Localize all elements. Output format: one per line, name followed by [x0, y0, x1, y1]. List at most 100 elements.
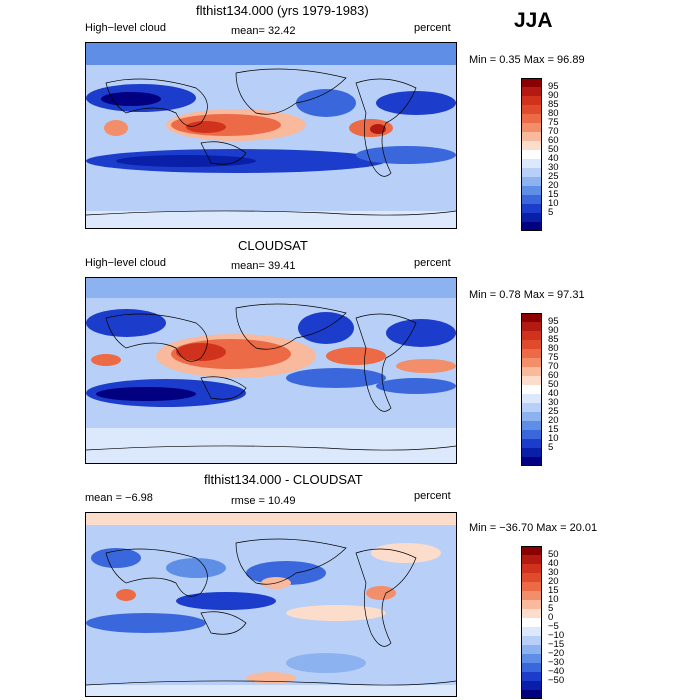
colorbar-tick-label: 5: [548, 442, 554, 453]
colorbar-tick-label: 90: [548, 90, 559, 101]
colorbar-tick-label: 10: [548, 594, 559, 605]
colorbar-swatch: [521, 159, 542, 168]
panel-2-map-field: [86, 278, 456, 463]
colorbar-swatch: [521, 591, 542, 600]
panel-3-mean: mean = −6.98: [85, 492, 153, 504]
panel-2-variable-label: High−level cloud: [85, 257, 167, 269]
colorbar-swatch: [521, 141, 542, 150]
colorbar-swatch: [521, 132, 542, 141]
colorbar-tick-label: 95: [548, 316, 559, 327]
colorbar-tick-label: 40: [548, 153, 559, 164]
colorbar-swatch: [521, 349, 542, 358]
colorbar-swatch: [521, 358, 542, 367]
colorbar-tick-label: 90: [548, 325, 559, 336]
colorbar-tick-label: 5: [548, 603, 554, 614]
panel-3-title: flthist134.000 - CLOUDSAT: [204, 472, 363, 487]
colorbar-tick-label: 20: [548, 576, 559, 587]
colorbar-tick-label: 50: [548, 144, 559, 155]
colorbar-tick-label: 75: [548, 117, 559, 128]
colorbar-tick-label: −50: [548, 675, 565, 686]
colorbar-swatch: [521, 78, 542, 87]
colorbar-swatch: [521, 564, 542, 573]
panel-2-title: CLOUDSAT: [238, 238, 308, 253]
colorbar-swatch: [521, 457, 542, 466]
panel-3-units: percent: [414, 490, 451, 502]
colorbar-tick-label: 50: [548, 549, 559, 560]
colorbar-tick-label: 85: [548, 334, 559, 345]
panel-1-minmax: Min = 0.35 Max = 96.89: [469, 54, 585, 66]
colorbar-tick-label: −30: [548, 657, 565, 668]
colorbar-tick-label: 50: [548, 379, 559, 390]
colorbar-tick-label: 15: [548, 189, 559, 200]
colorbar-tick-label: 40: [548, 558, 559, 569]
colorbar-swatch: [521, 636, 542, 645]
panel-3-map-field: [86, 513, 456, 696]
colorbar-swatch: [521, 609, 542, 618]
colorbar-tick-label: 25: [548, 406, 559, 417]
colorbar-tick-label: −20: [548, 648, 565, 659]
colorbar-swatch: [521, 331, 542, 340]
colorbar-tick-label: 15: [548, 424, 559, 435]
colorbar-tick-label: 60: [548, 370, 559, 381]
colorbar-swatch: [521, 421, 542, 430]
colorbar-swatch: [521, 123, 542, 132]
colorbar-tick-label: 30: [548, 397, 559, 408]
panel-3-map: [85, 512, 457, 697]
colorbar-tick-label: −10: [548, 630, 565, 641]
colorbar-tick-label: −5: [548, 621, 559, 632]
colorbar-swatch: [521, 367, 542, 376]
colorbar-swatch: [521, 114, 542, 123]
colorbar-swatch: [521, 573, 542, 582]
panel-2-minmax: Min = 0.78 Max = 97.31: [469, 289, 585, 301]
colorbar-swatch: [521, 582, 542, 591]
colorbar-tick-label: 80: [548, 343, 559, 354]
colorbar-swatch: [521, 394, 542, 403]
colorbar-tick-label: 0: [548, 612, 554, 623]
colorbar-tick-label: 75: [548, 352, 559, 363]
colorbar-swatch: [521, 222, 542, 231]
panel-1-map: [85, 42, 457, 229]
colorbar-swatch: [521, 555, 542, 564]
panel-1-mean: mean= 32.42: [231, 25, 296, 37]
colorbar-tick-label: 70: [548, 361, 559, 372]
colorbar-swatch: [521, 600, 542, 609]
colorbar-swatch: [521, 177, 542, 186]
colorbar-swatch: [521, 690, 542, 699]
colorbar-tick-label: 30: [548, 567, 559, 578]
colorbar-swatch: [521, 546, 542, 555]
panel-3-minmax: Min = −36.70 Max = 20.01: [469, 522, 598, 534]
colorbar-tick-label: 20: [548, 180, 559, 191]
colorbar-tick-label: 95: [548, 81, 559, 92]
colorbar-swatch: [521, 385, 542, 394]
colorbar-swatch: [521, 672, 542, 681]
colorbar-swatch: [521, 213, 542, 222]
colorbar-swatch: [521, 403, 542, 412]
colorbar-tick-label: 10: [548, 433, 559, 444]
colorbar-swatch: [521, 186, 542, 195]
colorbar-swatch: [521, 645, 542, 654]
colorbar-tick-label: 10: [548, 198, 559, 209]
panel-1-title: flthist134.000 (yrs 1979-1983): [196, 3, 369, 18]
colorbar-swatch: [521, 313, 542, 322]
colorbar-tick-label: 30: [548, 162, 559, 173]
colorbar-swatch: [521, 340, 542, 349]
colorbar-swatch: [521, 204, 542, 213]
colorbar-swatch: [521, 150, 542, 159]
colorbar-tick-label: −15: [548, 639, 565, 650]
panel-1-map-field: [86, 43, 456, 228]
colorbar-tick-label: 80: [548, 108, 559, 119]
season-label: JJA: [514, 9, 553, 32]
colorbar-swatch: [521, 448, 542, 457]
panel-1-variable-label: High−level cloud: [85, 22, 167, 34]
colorbar-swatch: [521, 663, 542, 672]
colorbar-tick-label: 70: [548, 126, 559, 137]
panel-3-rmse: rmse = 10.49: [231, 495, 296, 507]
colorbar-swatch: [521, 322, 542, 331]
colorbar-tick-label: 25: [548, 171, 559, 182]
colorbar-swatch: [521, 654, 542, 663]
colorbar-swatch: [521, 439, 542, 448]
colorbar-tick-label: 15: [548, 585, 559, 596]
colorbar-swatch: [521, 681, 542, 690]
colorbar-swatch: [521, 430, 542, 439]
colorbar-swatch: [521, 376, 542, 385]
